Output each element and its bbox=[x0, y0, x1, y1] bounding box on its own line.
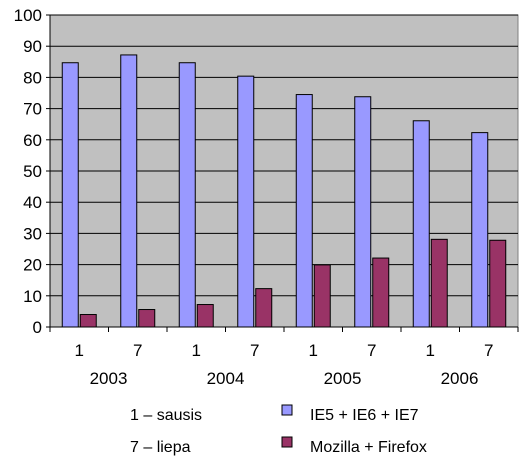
bar-ie bbox=[295, 94, 313, 328]
x-group-label: 2005 bbox=[324, 369, 362, 388]
legend-swatch bbox=[281, 436, 293, 448]
x-group-label: 2004 bbox=[207, 369, 245, 388]
legend-swatch bbox=[281, 404, 293, 416]
bar-ie bbox=[61, 62, 79, 328]
y-tick-label: 80 bbox=[23, 68, 42, 87]
bar-mozilla bbox=[255, 288, 273, 328]
y-tick-label: 0 bbox=[33, 318, 42, 337]
y-tick-label: 10 bbox=[23, 287, 42, 306]
bar-mozilla bbox=[489, 239, 507, 328]
y-tick-label: 70 bbox=[23, 100, 42, 119]
bar-ie bbox=[412, 120, 430, 328]
x-category-label: 7 bbox=[250, 341, 259, 360]
legend-label: Mozilla + Firefox bbox=[310, 439, 427, 456]
note-text: 7 – liepa bbox=[130, 439, 191, 456]
x-group-label: 2003 bbox=[90, 369, 128, 388]
y-tick-label: 60 bbox=[23, 131, 42, 150]
x-category-label: 7 bbox=[133, 341, 142, 360]
bar-mozilla bbox=[430, 238, 448, 328]
bar-mozilla bbox=[313, 264, 331, 328]
x-category-label: 1 bbox=[309, 341, 318, 360]
x-category-label: 7 bbox=[484, 341, 493, 360]
y-tick-label: 40 bbox=[23, 193, 42, 212]
y-tick-label: 50 bbox=[23, 162, 42, 181]
y-tick-label: 20 bbox=[23, 256, 42, 275]
x-category-label: 1 bbox=[426, 341, 435, 360]
y-tick-label: 100 bbox=[14, 6, 42, 25]
bar-mozilla bbox=[138, 309, 156, 328]
x-group-label: 2006 bbox=[441, 369, 479, 388]
bar-mozilla bbox=[79, 314, 97, 328]
x-category-label: 7 bbox=[367, 341, 376, 360]
legend-label: IE5 + IE6 + IE7 bbox=[310, 407, 419, 424]
y-tick-label: 90 bbox=[23, 37, 42, 56]
bar-mozilla bbox=[372, 257, 390, 328]
bar-ie bbox=[178, 62, 196, 328]
bar-ie bbox=[237, 75, 255, 328]
bar-ie bbox=[120, 54, 138, 328]
bar-ie bbox=[471, 132, 489, 328]
y-tick-label: 30 bbox=[23, 224, 42, 243]
bar-mozilla bbox=[196, 304, 214, 328]
bar-ie bbox=[354, 96, 372, 328]
x-category-label: 1 bbox=[75, 341, 84, 360]
x-category-label: 1 bbox=[192, 341, 201, 360]
note-text: 1 – sausis bbox=[130, 407, 202, 424]
